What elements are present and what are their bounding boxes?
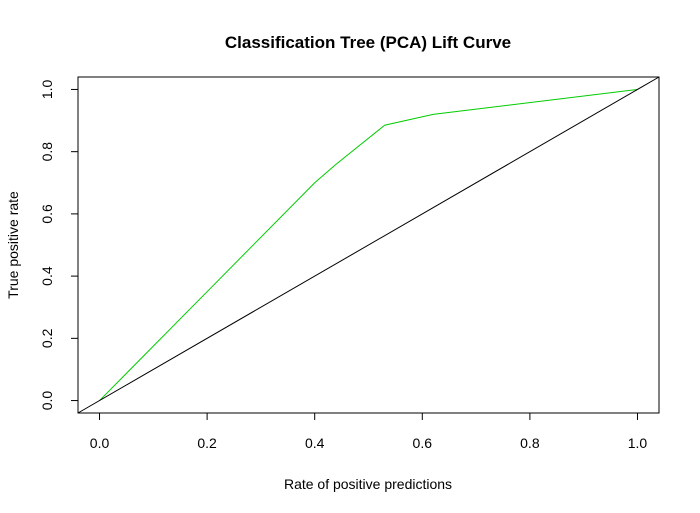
baseline-diagonal-line xyxy=(77,76,660,414)
series-layer xyxy=(77,76,660,414)
lift-curve-line xyxy=(99,88,638,401)
x-tick-label: 0.8 xyxy=(520,435,540,451)
x-tick-label: 0.0 xyxy=(90,435,110,451)
y-tick-label: 0.6 xyxy=(39,204,55,224)
x-tick-label: 0.2 xyxy=(197,435,217,451)
y-tick-label: 0.8 xyxy=(39,142,55,162)
y-tick-label: 0.2 xyxy=(39,328,55,348)
x-tick-label: 1.0 xyxy=(628,435,648,451)
x-axis-label: Rate of positive predictions xyxy=(284,476,452,492)
y-tick-label: 0.4 xyxy=(39,266,55,286)
chart-title: Classification Tree (PCA) Lift Curve xyxy=(225,33,511,52)
y-tick-label: 1.0 xyxy=(39,80,55,100)
y-axis: 0.0 0.2 0.4 0.6 0.8 1.0 xyxy=(39,80,79,411)
x-axis: 0.0 0.2 0.4 0.6 0.8 1.0 xyxy=(90,412,648,451)
y-axis-label: True positive rate xyxy=(5,191,21,299)
x-tick-label: 0.4 xyxy=(305,435,325,451)
x-tick-label: 0.6 xyxy=(413,435,433,451)
y-tick-label: 0.0 xyxy=(39,391,55,411)
